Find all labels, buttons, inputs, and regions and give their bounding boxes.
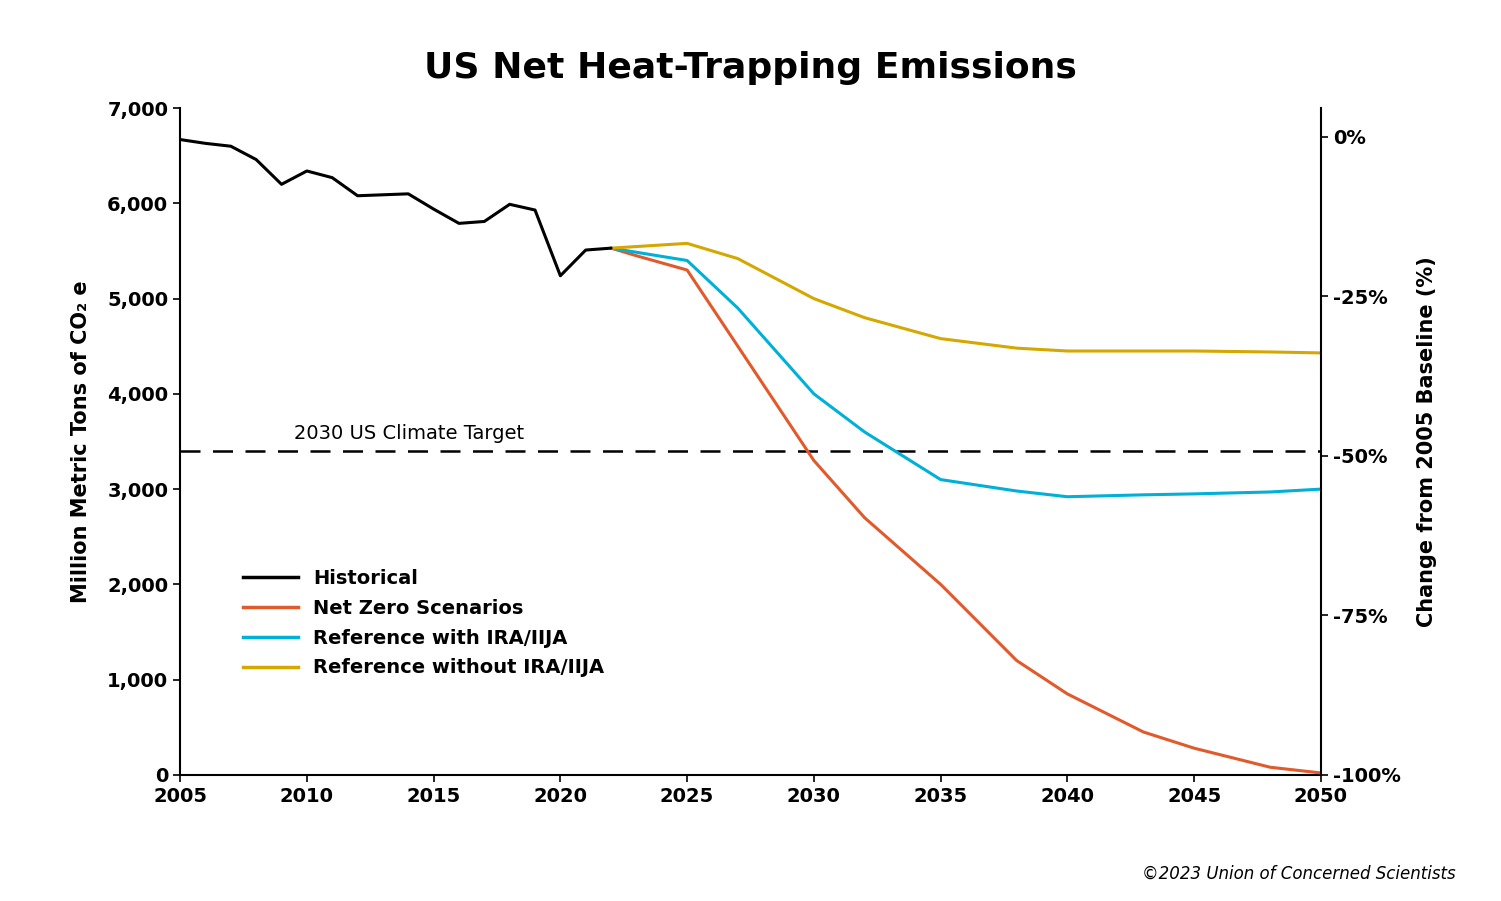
Title: US Net Heat-Trapping Emissions: US Net Heat-Trapping Emissions [425,50,1076,85]
Net Zero Scenarios [1007,655,1025,666]
Historical [222,141,240,151]
Reference with IRA/IIJA [805,388,823,399]
Y-axis label: Million Metric Tons of CO₂ e: Million Metric Tons of CO₂ e [71,280,90,603]
Net Zero Scenarios [602,242,620,253]
Line: Reference with IRA/IIJA: Reference with IRA/IIJA [611,248,1321,496]
Reference with IRA/IIJA [1007,486,1025,496]
Historical [576,245,594,256]
Historical [450,218,468,229]
Net Zero Scenarios [627,250,645,261]
Reference without IRA/IIJA [932,333,950,344]
Reference with IRA/IIJA [1058,491,1076,502]
Historical [297,166,315,177]
Net Zero Scenarios [1135,726,1153,737]
Line: Historical: Historical [180,140,611,276]
Reference without IRA/IIJA [805,293,823,304]
Reference with IRA/IIJA [1312,484,1330,495]
Historical [399,188,417,199]
Historical [348,190,366,201]
Reference with IRA/IIJA [729,303,747,314]
Historical [476,216,494,227]
Y-axis label: Change from 2005 Baseline (%): Change from 2005 Baseline (%) [1417,256,1438,627]
Historical [248,154,266,165]
Net Zero Scenarios [1261,762,1279,773]
Line: Reference without IRA/IIJA: Reference without IRA/IIJA [611,243,1321,353]
Historical [425,204,443,214]
Reference with IRA/IIJA [678,255,696,266]
Net Zero Scenarios [805,455,823,466]
Historical [551,270,569,281]
Reference with IRA/IIJA [856,426,874,437]
Reference without IRA/IIJA [1135,346,1153,357]
Reference with IRA/IIJA [1186,488,1204,499]
Text: 2030 US Climate Target: 2030 US Climate Target [294,423,524,442]
Historical [171,134,189,145]
Legend: Historical, Net Zero Scenarios, Reference with IRA/IIJA, Reference without IRA/I: Historical, Net Zero Scenarios, Referenc… [236,561,612,685]
Reference with IRA/IIJA [602,242,620,253]
Reference without IRA/IIJA [856,313,874,323]
Reference with IRA/IIJA [1261,487,1279,497]
Reference without IRA/IIJA [1261,347,1279,358]
Net Zero Scenarios [729,341,747,351]
Historical [602,242,620,253]
Net Zero Scenarios [678,265,696,276]
Historical [273,179,291,190]
Historical [501,199,519,210]
Net Zero Scenarios [1312,768,1330,778]
Reference without IRA/IIJA [1186,346,1204,357]
Reference without IRA/IIJA [1007,342,1025,353]
Historical [323,172,341,183]
Reference without IRA/IIJA [602,242,620,253]
Net Zero Scenarios [1058,688,1076,699]
Reference without IRA/IIJA [678,238,696,249]
Text: ©2023 Union of Concerned Scientists: ©2023 Union of Concerned Scientists [1142,865,1456,883]
Net Zero Scenarios [856,513,874,523]
Historical [525,205,543,215]
Reference with IRA/IIJA [932,474,950,485]
Net Zero Scenarios [1186,742,1204,753]
Reference without IRA/IIJA [729,253,747,264]
Reference without IRA/IIJA [1058,346,1076,357]
Reference without IRA/IIJA [1312,348,1330,359]
Net Zero Scenarios [932,579,950,590]
Historical [374,189,392,200]
Reference with IRA/IIJA [1135,489,1153,500]
Historical [197,138,215,149]
Line: Net Zero Scenarios: Net Zero Scenarios [611,248,1321,773]
